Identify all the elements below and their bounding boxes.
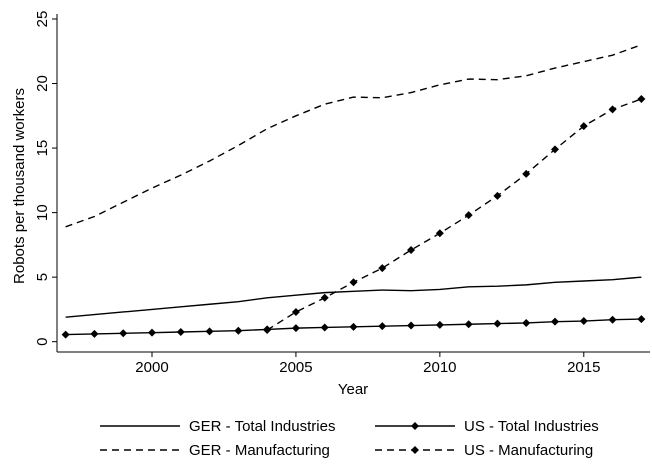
marker <box>579 122 588 131</box>
legend-label: GER - Total Industries <box>189 418 335 435</box>
marker <box>493 319 502 328</box>
marker <box>608 105 617 114</box>
marker <box>291 324 300 333</box>
series-line <box>65 276 642 318</box>
marker <box>263 326 272 335</box>
marker <box>579 317 588 326</box>
marker <box>349 322 358 331</box>
marker <box>551 145 560 154</box>
marker <box>291 307 300 316</box>
x-tick-label: 2010 <box>423 359 456 376</box>
y-tick-label: 0 <box>34 338 51 346</box>
marker <box>464 320 473 329</box>
marker <box>407 246 416 255</box>
x-axis-label: Year <box>338 381 368 398</box>
marker <box>522 169 531 178</box>
marker <box>551 317 560 326</box>
marker <box>378 264 387 273</box>
marker <box>90 329 99 338</box>
marker <box>435 229 444 238</box>
marker <box>147 328 156 337</box>
legend-label: GER - Manufacturing <box>189 442 330 459</box>
marker <box>637 95 646 104</box>
y-tick-label: 25 <box>34 11 51 28</box>
y-axis-label: Robots per thousand workers <box>11 88 28 284</box>
marker <box>119 329 128 338</box>
x-tick-label: 2015 <box>567 359 600 376</box>
marker <box>205 327 214 336</box>
marker <box>637 315 646 324</box>
y-tick-label: 5 <box>34 273 51 281</box>
marker <box>234 326 243 335</box>
y-tick-label: 20 <box>34 75 51 92</box>
series-line <box>65 44 642 228</box>
marker <box>493 191 502 200</box>
marker <box>522 318 531 327</box>
marker <box>320 323 329 332</box>
marker <box>320 293 329 302</box>
y-tick-label: 10 <box>34 204 51 221</box>
legend-marker <box>411 446 419 454</box>
marker <box>464 211 473 220</box>
legend-label: US - Manufacturing <box>464 442 593 459</box>
marker <box>61 330 70 339</box>
marker <box>378 322 387 331</box>
marker <box>435 320 444 329</box>
y-tick-label: 15 <box>34 140 51 157</box>
legend-marker <box>411 422 419 430</box>
x-tick-label: 2005 <box>279 359 312 376</box>
marker <box>176 327 185 336</box>
marker <box>608 315 617 324</box>
marker <box>349 278 358 287</box>
legend-label: US - Total Industries <box>464 418 599 435</box>
marker <box>407 321 416 330</box>
x-tick-label: 2000 <box>135 359 168 376</box>
